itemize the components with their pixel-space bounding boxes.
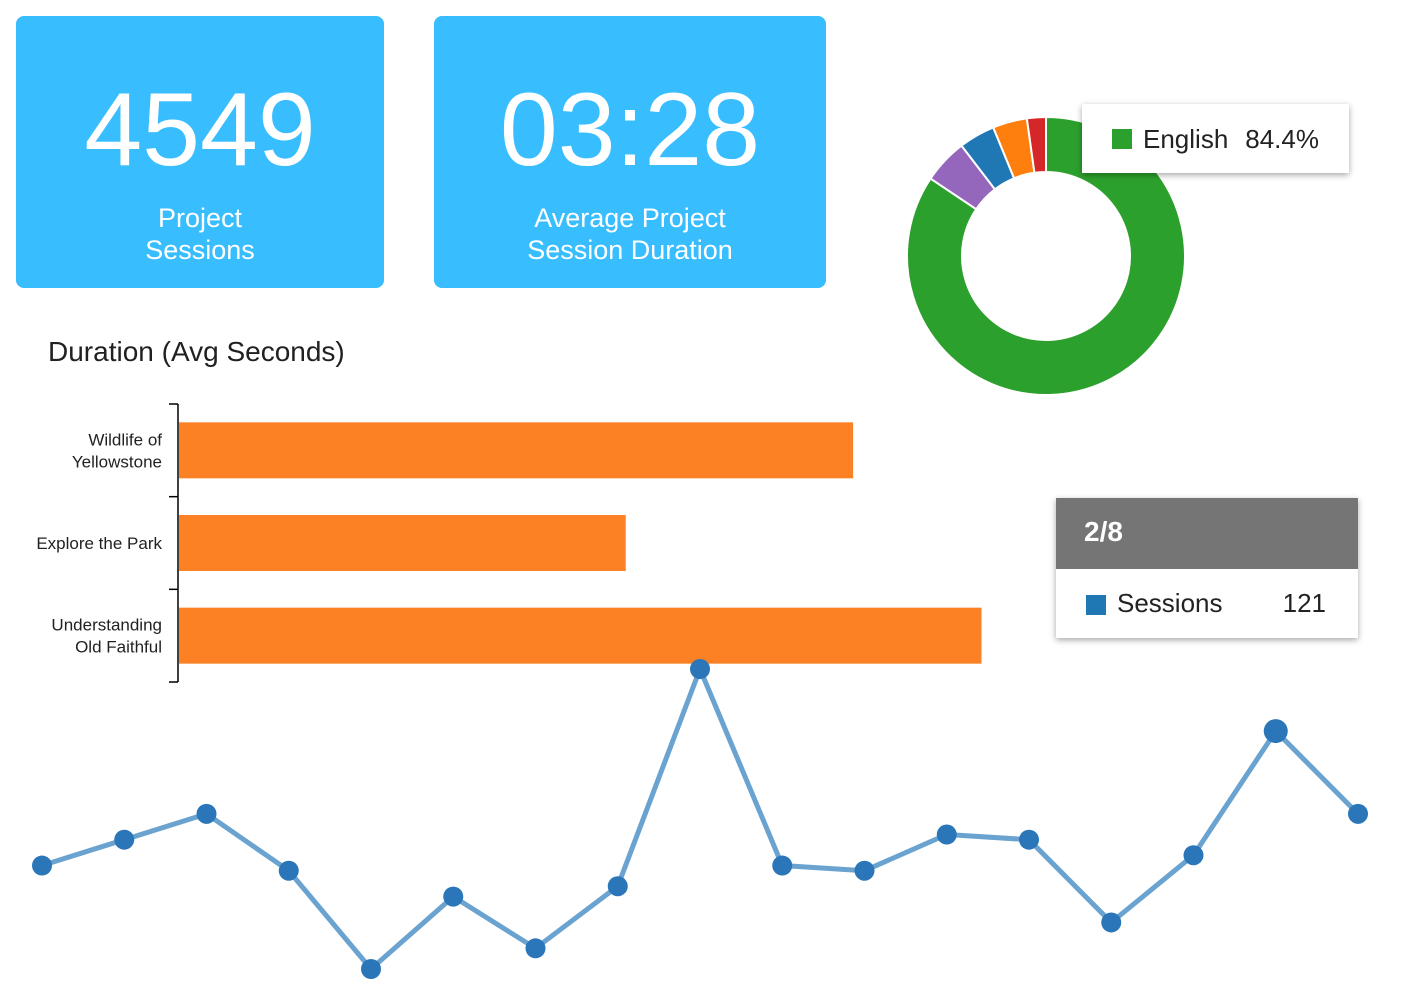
donut-chart [906,115,1186,396]
line-tooltip-value: 121 [1282,588,1326,618]
line-point-hovered[interactable] [1263,719,1288,744]
line-point[interactable] [690,659,710,679]
sessions-kpi-card: 4549 Project Sessions [16,16,384,288]
bar-category-label: Wildlife of [88,430,162,449]
line-point[interactable] [1183,845,1204,866]
line-point[interactable] [114,829,135,850]
line-point[interactable] [443,886,464,907]
line-point[interactable] [1348,803,1368,824]
bar-category-label: Understanding [51,616,162,635]
bar-chart: Wildlife of Yellowstone Explore the Park Un… [36,403,982,683]
bar-category-label: Old Faithful [75,638,162,657]
line-point[interactable] [196,803,217,824]
sessions-kpi-label-line1: Project [157,203,243,233]
bar-3[interactable] [179,607,982,664]
bar-chart-title: Duration (Avg Seconds) [48,336,345,367]
duration-kpi-card: 03:28 Average Project Session Duration [434,16,826,288]
line-point[interactable] [1101,912,1122,933]
duration-kpi-label-line2: Session Duration [527,235,733,265]
donut-tooltip: English 84.4% [1082,104,1349,173]
line-point[interactable] [525,938,546,959]
duration-kpi-label: Average Project Session Duration [434,202,826,266]
donut-slice-english[interactable] [906,115,1186,396]
line-point[interactable] [32,855,52,876]
line-chart [32,659,1368,979]
line-tooltip: 2/8 Sessions 121 [1056,498,1358,638]
donut-tooltip-label: English [1143,124,1229,154]
bar-2[interactable] [179,515,626,571]
sessions-kpi-label: Project Sessions [16,202,384,266]
line-point[interactable] [1019,829,1039,850]
sessions-line [41,666,1360,972]
sessions-legend-swatch [1086,595,1106,615]
line-point[interactable] [361,959,381,979]
bar-1[interactable] [179,422,854,479]
line-point[interactable] [772,855,793,876]
duration-kpi-value: 03:28 [499,72,761,188]
line-point[interactable] [607,876,628,897]
english-legend-swatch [1112,129,1132,149]
donut-slice-5[interactable] [1025,115,1047,174]
bar-category-label: Yellowstone [72,452,162,471]
duration-kpi-label-line1: Average Project [534,203,726,233]
sessions-kpi-value: 4549 [84,72,316,188]
donut-tooltip-value: 84.4% [1245,124,1319,154]
bar-category-label: Explore the Park [36,534,162,553]
line-point[interactable] [854,860,875,881]
line-point[interactable] [936,824,957,845]
line-tooltip-series: Sessions [1117,588,1223,618]
sessions-kpi-label-line2: Sessions [145,235,255,265]
line-tooltip-header: 2/8 [1056,498,1358,569]
line-point[interactable] [278,860,299,881]
